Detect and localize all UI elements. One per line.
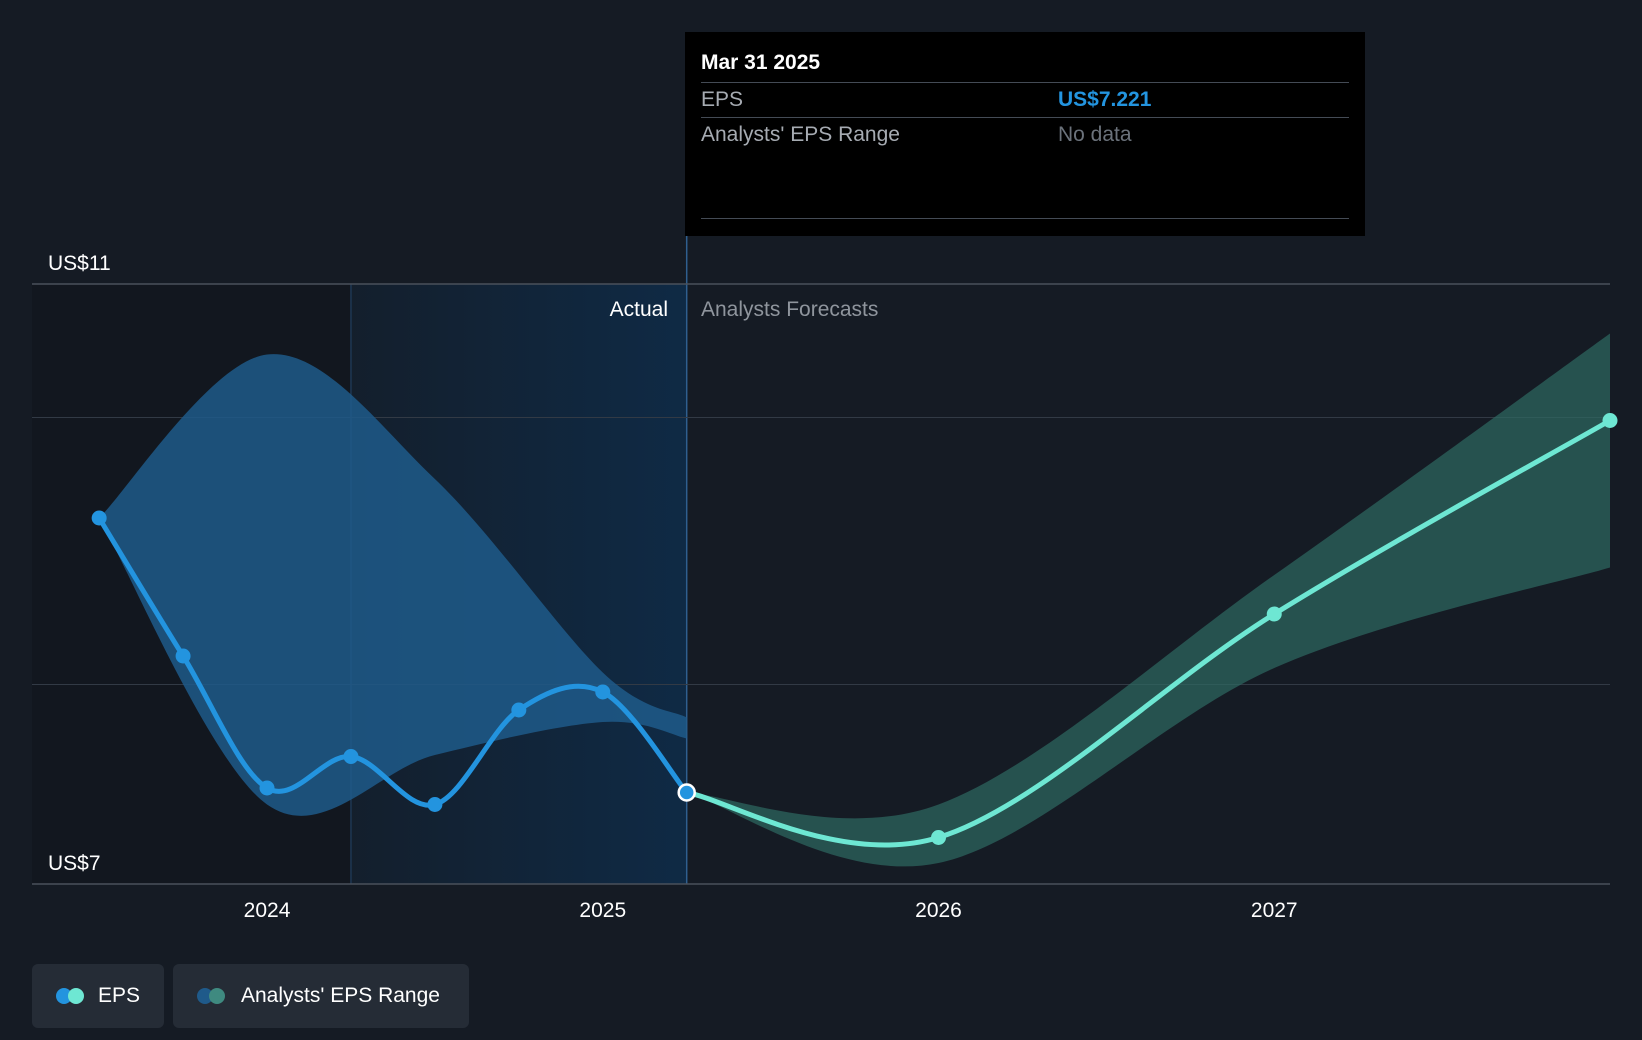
eps-point-actual (511, 702, 527, 718)
eps-point-actual (91, 510, 107, 526)
actual-label: Actual (610, 298, 668, 321)
range-band-actual (99, 354, 687, 816)
eps-legend-dots-icon (56, 988, 84, 1004)
chart-text: Actual Analysts Forecasts US$11 US$7 2024 2… (48, 252, 1298, 922)
eps-point-actual (343, 749, 359, 764)
x-tick-label: 2026 (915, 899, 962, 922)
legend: EPS Analysts' EPS Range (32, 964, 469, 1028)
legend-range-button[interactable]: Analysts' EPS Range (173, 964, 469, 1028)
forecast-label: Analysts Forecasts (701, 298, 878, 321)
tooltip-eps-row: EPS US$7.221 (701, 83, 1349, 118)
range-legend-dots-icon (197, 988, 227, 1004)
tooltip-range-value: No data (1058, 123, 1132, 146)
range-band-forecast (686, 333, 1610, 867)
eps-point-actual (259, 780, 275, 796)
legend-eps-button[interactable]: EPS (32, 964, 164, 1028)
tooltip-eps-label: EPS (701, 88, 744, 111)
x-tick-label: 2027 (1251, 899, 1298, 922)
tooltip-divider (701, 218, 1349, 219)
eps-point-forecast (1266, 606, 1282, 622)
highlighted-eps-point (677, 783, 696, 802)
eps-point-actual (427, 797, 443, 812)
tooltip-eps-value: US$7.221 (1058, 88, 1152, 111)
legend-eps-label: EPS (97, 984, 140, 1007)
tooltip-range-row: Analysts' EPS Range No data (701, 118, 1349, 152)
y-tick-label: US$7 (48, 852, 101, 875)
x-tick-label: 2025 (579, 899, 626, 922)
tooltip-date: Mar 31 2025 (701, 48, 1349, 83)
range-bands (99, 333, 1610, 867)
x-tick-label: 2024 (244, 899, 291, 922)
eps-point-actual (175, 648, 191, 664)
y-tick-label: US$11 (48, 252, 111, 275)
eps-point-forecast (1602, 413, 1618, 428)
tooltip: Mar 31 2025 EPS US$7.221 Analysts' EPS R… (685, 32, 1365, 236)
eps-line-forecast (684, 418, 1613, 848)
eps-point-forecast (931, 830, 947, 845)
eps-points (91, 413, 1618, 845)
legend-range-label: Analysts' EPS Range (241, 984, 440, 1007)
tooltip-range-label: Analysts' EPS Range (701, 123, 900, 146)
eps-point-actual (595, 684, 611, 700)
